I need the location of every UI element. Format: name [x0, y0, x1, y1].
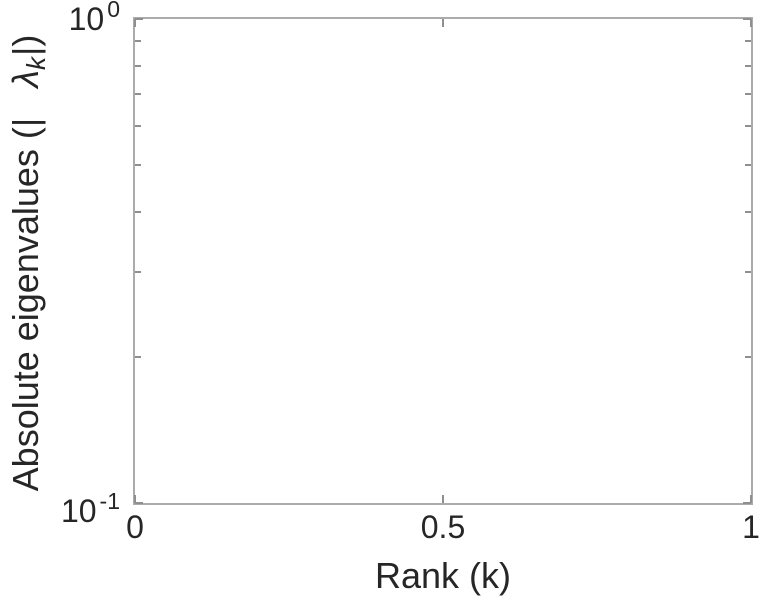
x-major-tick: [134, 495, 136, 503]
y-tick-label-1e0: 10 0: [20, 0, 120, 37]
y-minor-tick: [135, 356, 141, 359]
y-minor-tick: [745, 92, 751, 95]
y-minor-tick: [745, 210, 751, 213]
y-axis-label: Absolute eigenvalues (| λk|): [4, 13, 51, 513]
x-tick-label-0-5: 0.5: [420, 509, 466, 545]
y-minor-tick: [745, 40, 751, 43]
y-minor-tick: [135, 271, 141, 274]
y-minor-tick: [745, 125, 751, 128]
x-axis-label: Rank (k): [374, 555, 512, 596]
y-tick-base: 10: [68, 1, 105, 37]
y-axis-label-suffix: |): [5, 34, 46, 57]
y-tick-label-1e-1: 10 -1: [20, 490, 120, 529]
x-tick-label-0: 0: [126, 509, 144, 545]
lambda-symbol: λ: [5, 70, 46, 88]
x-major-tick: [442, 19, 444, 27]
y-major-tick: [135, 18, 143, 20]
x-major-tick: [750, 19, 752, 27]
y-minor-tick: [745, 64, 751, 67]
y-minor-tick: [135, 40, 141, 43]
y-minor-tick: [135, 163, 141, 166]
x-major-tick: [442, 495, 444, 503]
y-minor-tick: [135, 64, 141, 67]
y-minor-tick: [745, 163, 751, 166]
y-minor-tick: [135, 125, 141, 128]
y-minor-tick: [745, 271, 751, 274]
y-axis-label-prefix: Absolute eigenvalues (|: [5, 117, 46, 492]
y-minor-tick: [745, 356, 751, 359]
y-tick-exponent: 0: [107, 0, 120, 22]
plot-area: [133, 17, 753, 505]
x-major-tick: [134, 19, 136, 27]
x-tick-label-1: 1: [742, 509, 760, 545]
lambda-subscript: k: [21, 57, 51, 71]
y-major-tick: [743, 502, 751, 504]
y-minor-tick: [135, 92, 141, 95]
x-major-tick: [750, 495, 752, 503]
y-minor-tick: [135, 210, 141, 213]
y-tick-base: 10: [60, 493, 97, 529]
y-major-tick: [743, 18, 751, 20]
y-major-tick: [135, 502, 143, 504]
y-tick-exponent: -1: [99, 488, 120, 514]
